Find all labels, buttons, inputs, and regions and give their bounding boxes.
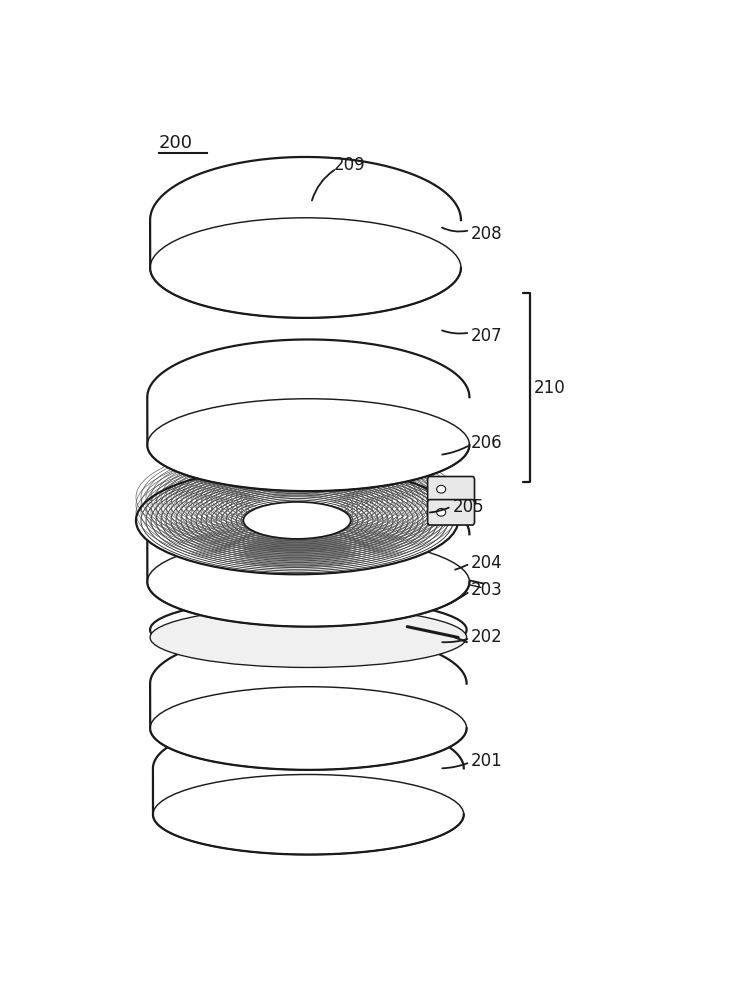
Text: 209: 209 [334,156,366,174]
Ellipse shape [437,485,446,493]
Text: 208: 208 [471,225,503,243]
Text: 210: 210 [534,379,565,397]
Ellipse shape [437,508,446,516]
Polygon shape [148,339,470,491]
Text: 207: 207 [471,327,503,345]
Ellipse shape [246,503,348,537]
Polygon shape [150,157,461,318]
Polygon shape [148,479,470,627]
FancyBboxPatch shape [428,500,474,525]
Ellipse shape [244,502,351,539]
Ellipse shape [150,598,467,661]
FancyBboxPatch shape [428,477,474,502]
Ellipse shape [150,607,467,667]
Text: 200: 200 [159,134,192,152]
Text: 203: 203 [471,581,503,599]
Text: 204: 204 [471,554,503,572]
Text: 205: 205 [452,498,484,516]
Polygon shape [150,631,467,770]
Text: 201: 201 [471,752,503,770]
Ellipse shape [136,466,458,574]
Polygon shape [153,718,464,855]
Text: 206: 206 [471,434,503,452]
Text: 202: 202 [471,628,503,646]
